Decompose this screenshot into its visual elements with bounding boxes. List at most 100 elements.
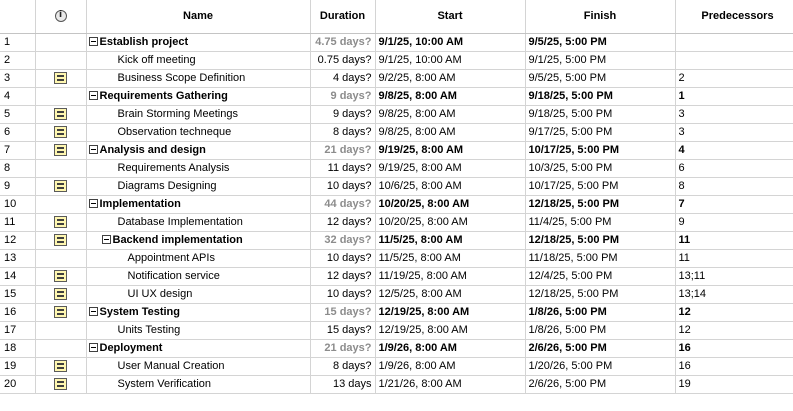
task-name-cell[interactable]: Requirements Analysis <box>86 159 311 178</box>
task-start[interactable]: 10/6/25, 8:00 AM <box>375 177 526 196</box>
task-name-cell[interactable]: Brain Storming Meetings <box>86 105 311 124</box>
task-row[interactable]: 19 User Manual Creation 8 days? 1/9/26, 8:0… <box>0 357 793 376</box>
task-name-cell[interactable]: Backend implementation <box>86 231 311 250</box>
task-row[interactable]: 9 Diagrams Designing 10 days? 10/6/25, 8:00… <box>0 177 793 196</box>
note-icon[interactable] <box>54 72 67 85</box>
indicator-cell[interactable] <box>35 177 87 196</box>
predecessors-column-header[interactable]: Predecessors <box>675 0 793 34</box>
task-predecessors[interactable]: 2 <box>675 69 793 88</box>
task-row[interactable]: 7 Analysis and design 21 days? 9/19/25, 8:0… <box>0 141 793 160</box>
task-start[interactable]: 1/9/26, 8:00 AM <box>375 339 526 358</box>
task-duration[interactable]: 4 days? <box>310 69 376 88</box>
task-finish[interactable]: 12/18/25, 5:00 PM <box>525 285 676 304</box>
task-start[interactable]: 9/19/25, 8:00 AM <box>375 141 526 160</box>
task-duration[interactable]: 15 days? <box>310 321 376 340</box>
task-start[interactable]: 9/19/25, 8:00 AM <box>375 159 526 178</box>
task-row[interactable]: 10 Implementation 44 days? 10/20/25, 8:00 A… <box>0 195 793 214</box>
indicator-cell[interactable] <box>35 285 87 304</box>
task-name-cell[interactable]: UI UX design <box>86 285 311 304</box>
task-predecessors[interactable]: 4 <box>675 141 793 160</box>
task-row[interactable]: 11 Database Implementation 12 days? 10/20/2… <box>0 213 793 232</box>
task-id[interactable]: 15 <box>0 285 36 304</box>
task-id[interactable]: 2 <box>0 51 36 70</box>
task-id[interactable]: 1 <box>0 33 36 52</box>
task-name-cell[interactable]: Implementation <box>86 195 311 214</box>
task-id[interactable]: 10 <box>0 195 36 214</box>
task-duration[interactable]: 11 days? <box>310 159 376 178</box>
note-icon[interactable] <box>54 126 67 139</box>
task-row[interactable]: 20 System Verification 13 days 1/21/26, 8:0… <box>0 375 793 394</box>
task-finish[interactable]: 12/18/25, 5:00 PM <box>525 195 676 214</box>
indicator-cell[interactable] <box>35 375 87 394</box>
task-id[interactable]: 20 <box>0 375 36 394</box>
task-id[interactable]: 18 <box>0 339 36 358</box>
collapse-toggle-icon[interactable] <box>88 90 98 100</box>
task-finish[interactable]: 9/18/25, 5:00 PM <box>525 105 676 124</box>
indicator-cell[interactable] <box>35 249 87 268</box>
task-predecessors[interactable]: 13;11 <box>675 267 793 286</box>
task-start[interactable]: 9/2/25, 8:00 AM <box>375 69 526 88</box>
task-duration[interactable]: 4.75 days? <box>310 33 376 52</box>
indicator-cell[interactable] <box>35 159 87 178</box>
task-duration[interactable]: 10 days? <box>310 249 376 268</box>
indicator-cell[interactable] <box>35 51 87 70</box>
indicator-cell[interactable] <box>35 231 87 250</box>
task-finish[interactable]: 9/1/25, 5:00 PM <box>525 51 676 70</box>
duration-column-header[interactable]: Duration <box>310 0 376 34</box>
indicator-cell[interactable] <box>35 87 87 106</box>
task-name-cell[interactable]: Diagrams Designing <box>86 177 311 196</box>
task-start[interactable]: 9/1/25, 10:00 AM <box>375 33 526 52</box>
collapse-toggle-icon[interactable] <box>88 36 98 46</box>
task-duration[interactable]: 9 days? <box>310 87 376 106</box>
task-predecessors[interactable]: 9 <box>675 213 793 232</box>
task-predecessors[interactable]: 6 <box>675 159 793 178</box>
note-icon[interactable] <box>54 180 67 193</box>
task-name-cell[interactable]: Observation techneque <box>86 123 311 142</box>
task-start[interactable]: 9/8/25, 8:00 AM <box>375 123 526 142</box>
task-start[interactable]: 12/19/25, 8:00 AM <box>375 303 526 322</box>
task-finish[interactable]: 10/17/25, 5:00 PM <box>525 141 676 160</box>
task-finish[interactable]: 11/18/25, 5:00 PM <box>525 249 676 268</box>
task-id[interactable]: 8 <box>0 159 36 178</box>
indicator-cell[interactable] <box>35 33 87 52</box>
task-finish[interactable]: 9/5/25, 5:00 PM <box>525 69 676 88</box>
task-id[interactable]: 16 <box>0 303 36 322</box>
task-duration[interactable]: 12 days? <box>310 213 376 232</box>
collapse-toggle-icon[interactable] <box>88 306 98 316</box>
task-start[interactable]: 9/8/25, 8:00 AM <box>375 87 526 106</box>
task-name-cell[interactable]: Deployment <box>86 339 311 358</box>
task-start[interactable]: 9/1/25, 10:00 AM <box>375 51 526 70</box>
note-icon[interactable] <box>54 288 67 301</box>
task-predecessors[interactable]: 12 <box>675 321 793 340</box>
task-row[interactable]: 12 Backend implementation 32 days? 11/5/25,… <box>0 231 793 250</box>
task-id[interactable]: 3 <box>0 69 36 88</box>
task-name-cell[interactable]: Appointment APIs <box>86 249 311 268</box>
task-id[interactable]: 5 <box>0 105 36 124</box>
task-row[interactable]: 5 Brain Storming Meetings 9 days? 9/8/25, 8… <box>0 105 793 124</box>
indicator-cell[interactable] <box>35 213 87 232</box>
task-start[interactable]: 9/8/25, 8:00 AM <box>375 105 526 124</box>
indicator-cell[interactable] <box>35 69 87 88</box>
task-finish[interactable]: 9/5/25, 5:00 PM <box>525 33 676 52</box>
task-id[interactable]: 6 <box>0 123 36 142</box>
task-finish[interactable]: 1/20/26, 5:00 PM <box>525 357 676 376</box>
task-start[interactable]: 1/9/26, 8:00 AM <box>375 357 526 376</box>
task-row[interactable]: 18 Deployment 21 days? 1/9/26, 8:00 AM 2/6/2… <box>0 339 793 358</box>
task-predecessors[interactable]: 16 <box>675 339 793 358</box>
task-start[interactable]: 12/5/25, 8:00 AM <box>375 285 526 304</box>
indicator-cell[interactable] <box>35 123 87 142</box>
note-icon[interactable] <box>54 108 67 121</box>
task-finish[interactable]: 10/3/25, 5:00 PM <box>525 159 676 178</box>
task-row[interactable]: 8 Requirements Analysis 11 days? 9/19/25, 8… <box>0 159 793 178</box>
task-id[interactable]: 7 <box>0 141 36 160</box>
note-icon[interactable] <box>54 270 67 283</box>
task-start[interactable]: 11/5/25, 8:00 AM <box>375 249 526 268</box>
task-row[interactable]: 17 Units Testing 15 days? 12/19/25, 8:00 AM… <box>0 321 793 340</box>
task-predecessors[interactable] <box>675 51 793 70</box>
note-icon[interactable] <box>54 234 67 247</box>
collapse-toggle-icon[interactable] <box>101 234 111 244</box>
task-name-cell[interactable]: Units Testing <box>86 321 311 340</box>
task-name-cell[interactable]: Analysis and design <box>86 141 311 160</box>
task-duration[interactable]: 13 days <box>310 375 376 394</box>
task-name-cell[interactable]: Establish project <box>86 33 311 52</box>
